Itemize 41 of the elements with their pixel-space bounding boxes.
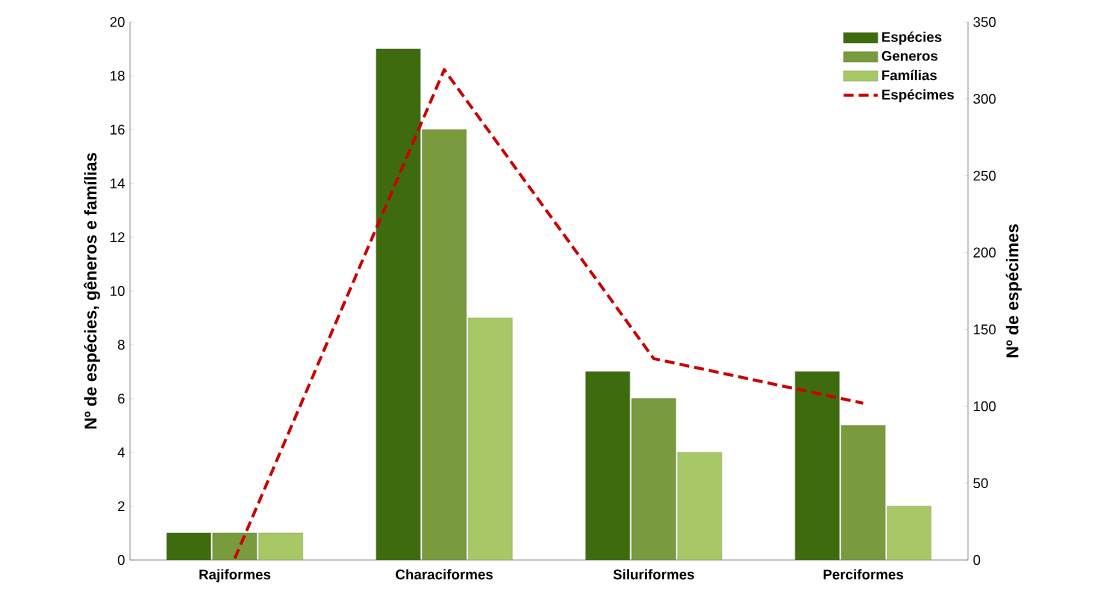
y-tick-label: 12 — [110, 232, 125, 243]
x-tick-label: Rajiformes — [199, 569, 271, 583]
y2-tick-label: 300 — [973, 93, 996, 104]
bar — [258, 532, 303, 560]
y2-tick-label: 350 — [973, 17, 996, 27]
y2-tick-label: 200 — [973, 247, 996, 258]
legend-label: Famílias — [882, 69, 937, 81]
legend-label: Espécies — [882, 31, 942, 45]
bar — [166, 532, 211, 560]
x-tick-label: Characiformes — [395, 569, 493, 580]
bar — [585, 371, 630, 560]
x-tick-label: Perciformes — [823, 569, 904, 580]
y-tick-label: 4 — [117, 447, 125, 458]
y-tick-label: 0 — [117, 555, 125, 565]
x-tick-label: Siluriformes — [613, 569, 695, 580]
y2-tick-label: 0 — [973, 555, 981, 565]
y-tick-label: 18 — [110, 70, 125, 81]
legend-label: Generos — [881, 50, 938, 61]
y-tick-label: 8 — [117, 339, 125, 350]
bar — [841, 425, 886, 560]
y-tick-label: 16 — [110, 124, 125, 135]
y-tick-label: 20 — [110, 17, 125, 27]
bar — [631, 398, 676, 560]
y-tick-label: 14 — [110, 178, 125, 189]
y-tick-label: 6 — [118, 393, 125, 404]
legend-label: Espécimes — [882, 89, 954, 103]
bar — [795, 371, 840, 560]
y2-axis-title: Nº de espécimes — [1005, 224, 1022, 358]
y-tick-label: 2 — [118, 501, 125, 512]
y2-tick-label: 100 — [973, 401, 996, 412]
y-axis-title: Nº de espécies, gêneros e famílias — [83, 153, 101, 429]
bar — [376, 48, 421, 560]
y2-tick-label: 250 — [973, 170, 996, 181]
bar — [422, 129, 467, 560]
y2-tick-label: 50 — [973, 478, 988, 489]
bar — [887, 506, 932, 560]
line-series — [233, 68, 865, 560]
bar — [677, 452, 722, 560]
y2-tick-label: 150 — [973, 324, 996, 335]
bar — [468, 317, 513, 560]
y-tick-label: 10 — [110, 286, 125, 296]
